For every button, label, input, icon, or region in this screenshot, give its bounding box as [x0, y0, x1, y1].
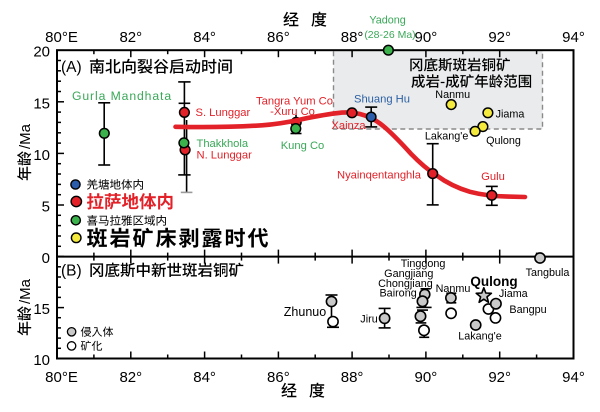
svg-text:84°: 84°	[193, 29, 216, 46]
svg-text:Lakang'e: Lakang'e	[425, 131, 469, 143]
svg-text:Qulong: Qulong	[470, 274, 517, 289]
svg-text:0: 0	[42, 250, 50, 267]
svg-text:92°: 92°	[488, 369, 511, 386]
svg-text:94°: 94°	[562, 369, 585, 386]
svg-text:90°: 90°	[415, 29, 438, 46]
svg-text:86°: 86°	[267, 369, 290, 386]
svg-text:Zhunuo: Zhunuo	[284, 305, 326, 319]
svg-text:Gangjiang: Gangjiang	[384, 268, 433, 280]
svg-text:Nanmu: Nanmu	[435, 89, 470, 101]
svg-text:5: 5	[42, 199, 50, 216]
svg-text:92°: 92°	[488, 29, 511, 46]
svg-text:/Ma: /Ma	[17, 123, 34, 149]
svg-text:Jiru: Jiru	[360, 313, 377, 325]
svg-text:90°: 90°	[415, 369, 438, 386]
svg-text:88°: 88°	[341, 29, 364, 46]
svg-text:Lakang'e: Lakang'e	[458, 331, 502, 343]
svg-text:Thakkhola: Thakkhola	[197, 138, 249, 150]
svg-text:Gulu: Gulu	[481, 171, 505, 183]
svg-text:S. Lunggar: S. Lunggar	[196, 107, 251, 119]
svg-text:10: 10	[33, 147, 50, 164]
svg-text:Yadong: Yadong	[369, 14, 405, 26]
svg-text:/Ma: /Ma	[17, 278, 34, 304]
svg-text:Nanmu: Nanmu	[436, 283, 471, 295]
svg-text:Shuang Hu: Shuang Hu	[354, 93, 410, 105]
svg-text:N. Lunggar: N. Lunggar	[197, 150, 253, 162]
svg-text:82°: 82°	[119, 369, 142, 386]
svg-text:(A): (A)	[61, 59, 82, 76]
svg-text:Xainza: Xainza	[331, 120, 366, 132]
svg-text:Tangbula: Tangbula	[526, 267, 570, 279]
svg-text:Bangpu: Bangpu	[509, 304, 546, 316]
svg-text:Kung Co: Kung Co	[281, 140, 325, 152]
svg-text:Jiama: Jiama	[496, 108, 525, 120]
svg-text:(28-26 Ma): (28-26 Ma)	[364, 29, 415, 41]
svg-text:-Xuru Co: -Xuru Co	[270, 106, 315, 118]
svg-text:Jiama: Jiama	[499, 288, 528, 300]
svg-text:15: 15	[33, 301, 50, 318]
svg-text:80°E: 80°E	[45, 369, 78, 386]
svg-text:94°: 94°	[562, 29, 585, 46]
svg-text:Qulong: Qulong	[486, 135, 521, 147]
svg-text:80°E: 80°E	[45, 29, 78, 46]
svg-text:Tangra Yum Co: Tangra Yum Co	[256, 96, 333, 108]
svg-text:15: 15	[33, 95, 50, 112]
svg-text:Nyainqentanghla: Nyainqentanghla	[337, 170, 422, 182]
svg-text:20: 20	[33, 44, 50, 61]
svg-text:(B): (B)	[61, 263, 82, 280]
svg-text:84°: 84°	[193, 369, 216, 386]
svg-text:10: 10	[33, 352, 50, 369]
svg-text:86°: 86°	[267, 29, 290, 46]
svg-text:Bairong: Bairong	[379, 287, 416, 299]
svg-text:82°: 82°	[119, 29, 142, 46]
svg-text:88°: 88°	[341, 369, 364, 386]
svg-text:Chongjiang: Chongjiang	[378, 278, 433, 290]
svg-text:Gurla Mandhata: Gurla Mandhata	[72, 89, 172, 103]
svg-text:Tinggong: Tinggong	[401, 258, 446, 270]
